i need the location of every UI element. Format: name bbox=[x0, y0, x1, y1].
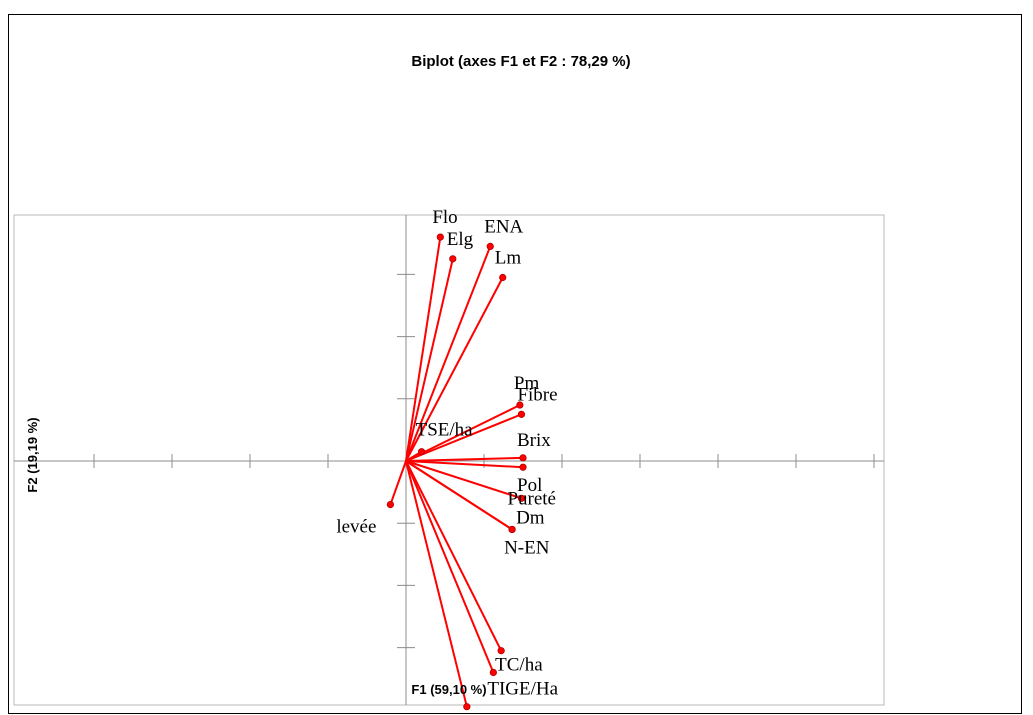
label-ena: ENA bbox=[484, 216, 523, 237]
point-tse-ha bbox=[417, 448, 426, 456]
point-brix bbox=[519, 454, 527, 462]
label-lev-e: levée bbox=[336, 517, 376, 538]
vector-tige-ha bbox=[405, 460, 495, 673]
vector-brix bbox=[405, 456, 524, 462]
label-n-en: N-EN bbox=[504, 537, 550, 558]
label-lm: Lm bbox=[495, 248, 522, 269]
point-pm bbox=[516, 401, 524, 409]
label-dm: Dm bbox=[516, 507, 545, 528]
point-unlabeled bbox=[463, 703, 471, 711]
vectors bbox=[386, 233, 527, 711]
label-tc-ha: TC/ha bbox=[495, 655, 543, 676]
label-pm: Pm bbox=[514, 373, 540, 394]
vector-elg bbox=[405, 258, 454, 462]
point-n-en bbox=[508, 525, 516, 534]
vector-unlabeled bbox=[405, 460, 468, 707]
vector-n-en bbox=[405, 460, 513, 531]
vector-ena bbox=[405, 246, 492, 462]
point-ena bbox=[486, 242, 494, 251]
label-elg: Elg bbox=[447, 229, 474, 250]
point-pol bbox=[519, 463, 527, 471]
vector-puret- bbox=[405, 460, 522, 500]
x-axis-title: F1 (59,10 %) bbox=[411, 682, 486, 697]
point-lev-e bbox=[386, 500, 394, 509]
label-tse-ha: TSE/ha bbox=[416, 420, 474, 441]
chart-title: Biplot (axes F1 et F2 : 78,29 %) bbox=[411, 53, 630, 70]
vector-fibre bbox=[405, 413, 522, 462]
point-fibre bbox=[517, 410, 526, 418]
point-flo bbox=[436, 233, 444, 241]
point-tc-ha bbox=[497, 647, 505, 655]
label-tige-ha: TIGE/Ha bbox=[487, 678, 558, 699]
point-lm bbox=[499, 273, 507, 282]
chart-frame: Biplot (axes F1 et F2 : 78,29 %) Flo Elg E… bbox=[8, 14, 1022, 714]
point-puret- bbox=[517, 494, 526, 502]
vector-pol bbox=[405, 460, 524, 469]
label-puret-: Pureté bbox=[507, 488, 556, 509]
point-elg bbox=[449, 255, 457, 263]
label-fibre: Fibre bbox=[517, 384, 557, 405]
point-tige-ha bbox=[489, 668, 497, 677]
vector-lev-e bbox=[389, 460, 407, 505]
y-axis-title: F2 (19,19 %) bbox=[25, 417, 40, 492]
vector-tc-ha bbox=[405, 460, 503, 652]
label-flo: Flo bbox=[432, 207, 457, 228]
label-brix: Brix bbox=[517, 430, 551, 451]
label-pol: Pol bbox=[517, 475, 542, 496]
axes bbox=[14, 215, 884, 705]
vector-flo bbox=[405, 236, 442, 462]
vector-lm bbox=[405, 277, 504, 462]
